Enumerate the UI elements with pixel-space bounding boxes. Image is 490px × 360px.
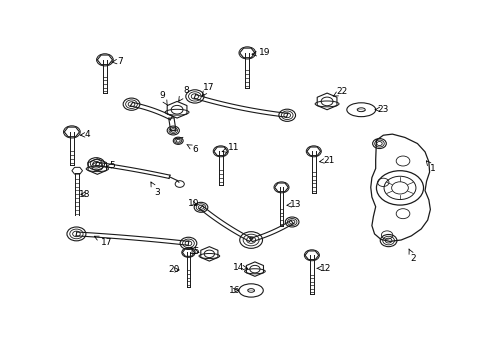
Text: 21: 21 — [319, 156, 335, 165]
Text: 12: 12 — [317, 264, 331, 273]
Text: 19: 19 — [252, 48, 270, 57]
Text: 22: 22 — [333, 87, 347, 96]
Text: 14: 14 — [233, 263, 247, 272]
Text: 13: 13 — [287, 200, 302, 209]
Text: 8: 8 — [179, 86, 189, 101]
Text: 16: 16 — [229, 286, 241, 295]
Text: 17: 17 — [94, 236, 113, 247]
Text: 6: 6 — [187, 144, 198, 154]
Text: 7: 7 — [112, 57, 123, 66]
Text: 4: 4 — [80, 130, 91, 139]
Text: 15: 15 — [189, 247, 201, 256]
Text: 10: 10 — [188, 199, 199, 208]
Text: 1: 1 — [426, 161, 436, 173]
Text: 11: 11 — [222, 144, 239, 153]
Text: 20: 20 — [169, 265, 180, 274]
Text: 2: 2 — [409, 249, 416, 264]
Text: 5: 5 — [107, 161, 115, 170]
Text: 23: 23 — [375, 105, 389, 114]
Text: 3: 3 — [151, 182, 160, 197]
Text: 17: 17 — [202, 83, 214, 96]
Text: 9: 9 — [159, 91, 168, 105]
Text: 18: 18 — [79, 190, 91, 199]
